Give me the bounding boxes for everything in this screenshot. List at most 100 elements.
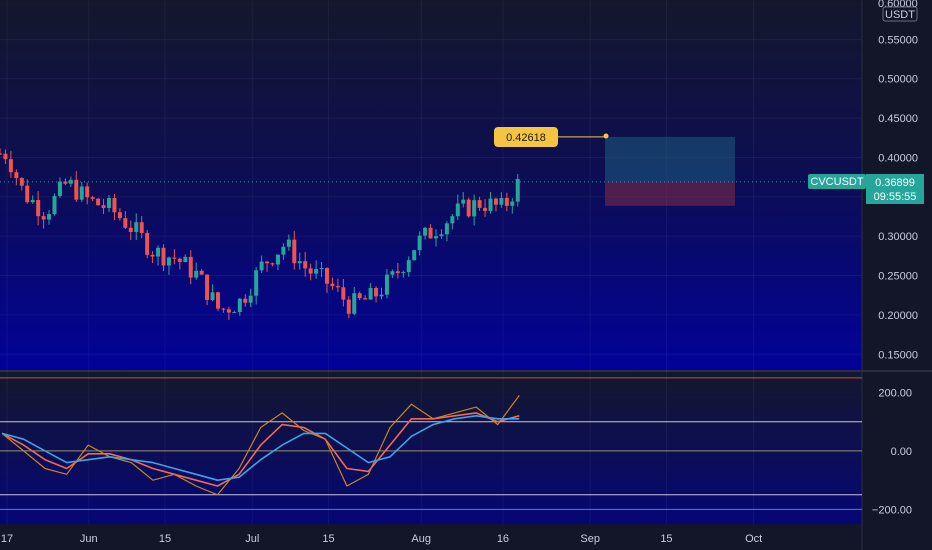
- symbol-price-badge[interactable]: CVCUSDT 0.36899 09:55:55: [808, 174, 924, 204]
- candle-body: [281, 246, 286, 255]
- candle-body: [166, 257, 171, 266]
- price-tick-label: 0.55000: [878, 34, 918, 46]
- candle-body: [275, 254, 280, 265]
- candle-body: [461, 199, 466, 204]
- price-tick-label: 0.30000: [878, 231, 918, 243]
- indicator-tick-label: −200.00: [872, 504, 912, 516]
- candle-body: [297, 261, 302, 264]
- candle-body: [205, 274, 210, 300]
- date-tick-label: 17: [1, 533, 13, 545]
- price-tick-label: 0.25000: [878, 271, 918, 283]
- candle-body: [455, 203, 460, 217]
- candle-body: [303, 261, 308, 269]
- current-price-value: 0.36899: [875, 177, 915, 189]
- candle-body: [128, 227, 133, 232]
- candle-body: [335, 286, 340, 288]
- date-tick-label: 15: [660, 533, 672, 545]
- candle-body: [472, 200, 477, 217]
- candle-body: [254, 270, 259, 296]
- candle-body: [352, 293, 357, 314]
- candle-body: [439, 234, 444, 237]
- candle-body: [308, 268, 313, 274]
- candle-body: [79, 186, 84, 200]
- candlestick-series: [0, 148, 520, 320]
- candle-body: [325, 268, 329, 284]
- price-tick-label: 0.40000: [878, 152, 918, 164]
- profit-zone[interactable]: [605, 136, 735, 182]
- candle-body: [483, 207, 488, 211]
- candle-body: [248, 295, 253, 303]
- price-tick-label: 0.15000: [878, 349, 918, 361]
- indicator-line-2: [1, 412, 520, 487]
- candle-body: [47, 214, 52, 220]
- candle-countdown: 09:55:55: [874, 191, 917, 203]
- candle-body: [384, 274, 389, 295]
- long-position-tool[interactable]: [605, 136, 735, 206]
- candle-body: [25, 185, 30, 203]
- candle-body: [450, 216, 455, 224]
- candle-body: [493, 198, 498, 205]
- candle-body: [401, 272, 406, 274]
- candle-body: [504, 197, 509, 206]
- candle-body: [515, 179, 520, 202]
- stop-zone[interactable]: [605, 181, 735, 206]
- price-tick-label: 0.50000: [878, 74, 918, 86]
- date-tick-label: Jun: [80, 533, 98, 545]
- candle-body: [286, 239, 291, 247]
- candle-body: [417, 235, 422, 251]
- candle-body: [85, 186, 90, 198]
- candle-body: [156, 247, 161, 257]
- candle-body: [390, 271, 395, 275]
- candle-body: [510, 201, 515, 206]
- candle-body: [107, 198, 111, 209]
- candle-body: [314, 268, 319, 274]
- candle-body: [428, 227, 433, 239]
- candle-body: [216, 292, 220, 309]
- date-axis-background[interactable]: [0, 524, 932, 550]
- candle-body: [259, 261, 264, 271]
- candle-body: [57, 181, 62, 196]
- candle-body: [363, 298, 368, 300]
- candle-body: [74, 179, 79, 200]
- target-anchor-dot[interactable]: [603, 133, 609, 139]
- candle-body: [499, 197, 504, 205]
- indicator-tick-label: 0.00: [891, 446, 912, 458]
- symbol-badge-box: [808, 174, 866, 189]
- candle-body: [123, 218, 128, 228]
- candle-body: [379, 294, 384, 297]
- candle-body: [434, 236, 438, 239]
- candle-body: [477, 200, 482, 208]
- candle-body: [199, 270, 204, 275]
- date-tick-label: Jul: [245, 533, 259, 545]
- candle-body: [52, 195, 57, 215]
- currency-label-box[interactable]: [882, 6, 918, 22]
- indicator-lines: [1, 395, 520, 496]
- candle-body: [63, 181, 68, 184]
- candle-body: [101, 205, 106, 209]
- candle-body: [210, 292, 215, 300]
- candle-body: [357, 293, 362, 299]
- target-price-label[interactable]: 0.42618: [494, 127, 609, 147]
- candle-body: [423, 227, 428, 236]
- candle-body: [341, 287, 346, 300]
- indicator-levels: [0, 377, 862, 510]
- candle-body: [68, 179, 73, 184]
- candle-body: [19, 177, 24, 186]
- candle-body: [112, 198, 117, 213]
- date-axis[interactable]: 17 Jun 15 Jul 15 Aug 16 Sep 15 Oct: [1, 533, 762, 545]
- candle-body: [292, 239, 297, 264]
- candle-body: [3, 153, 8, 160]
- currency-label: USDT: [885, 9, 915, 21]
- candle-body: [237, 298, 242, 313]
- indicator-tick-label: 200.00: [878, 387, 912, 399]
- candle-body: [90, 197, 95, 199]
- candle-body: [319, 268, 324, 270]
- price-badge-box: [866, 174, 924, 204]
- candle-body: [466, 199, 471, 217]
- candle-body: [346, 299, 351, 314]
- date-tick-label: Oct: [745, 533, 762, 545]
- candle-body: [41, 216, 46, 220]
- price-axis-background[interactable]: [862, 0, 932, 530]
- candle-body: [444, 223, 449, 235]
